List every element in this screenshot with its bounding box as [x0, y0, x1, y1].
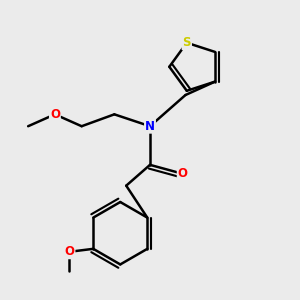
Text: N: N	[145, 120, 155, 133]
Text: O: O	[50, 108, 60, 121]
Text: O: O	[64, 245, 74, 258]
Text: S: S	[182, 36, 191, 49]
Text: O: O	[178, 167, 188, 180]
